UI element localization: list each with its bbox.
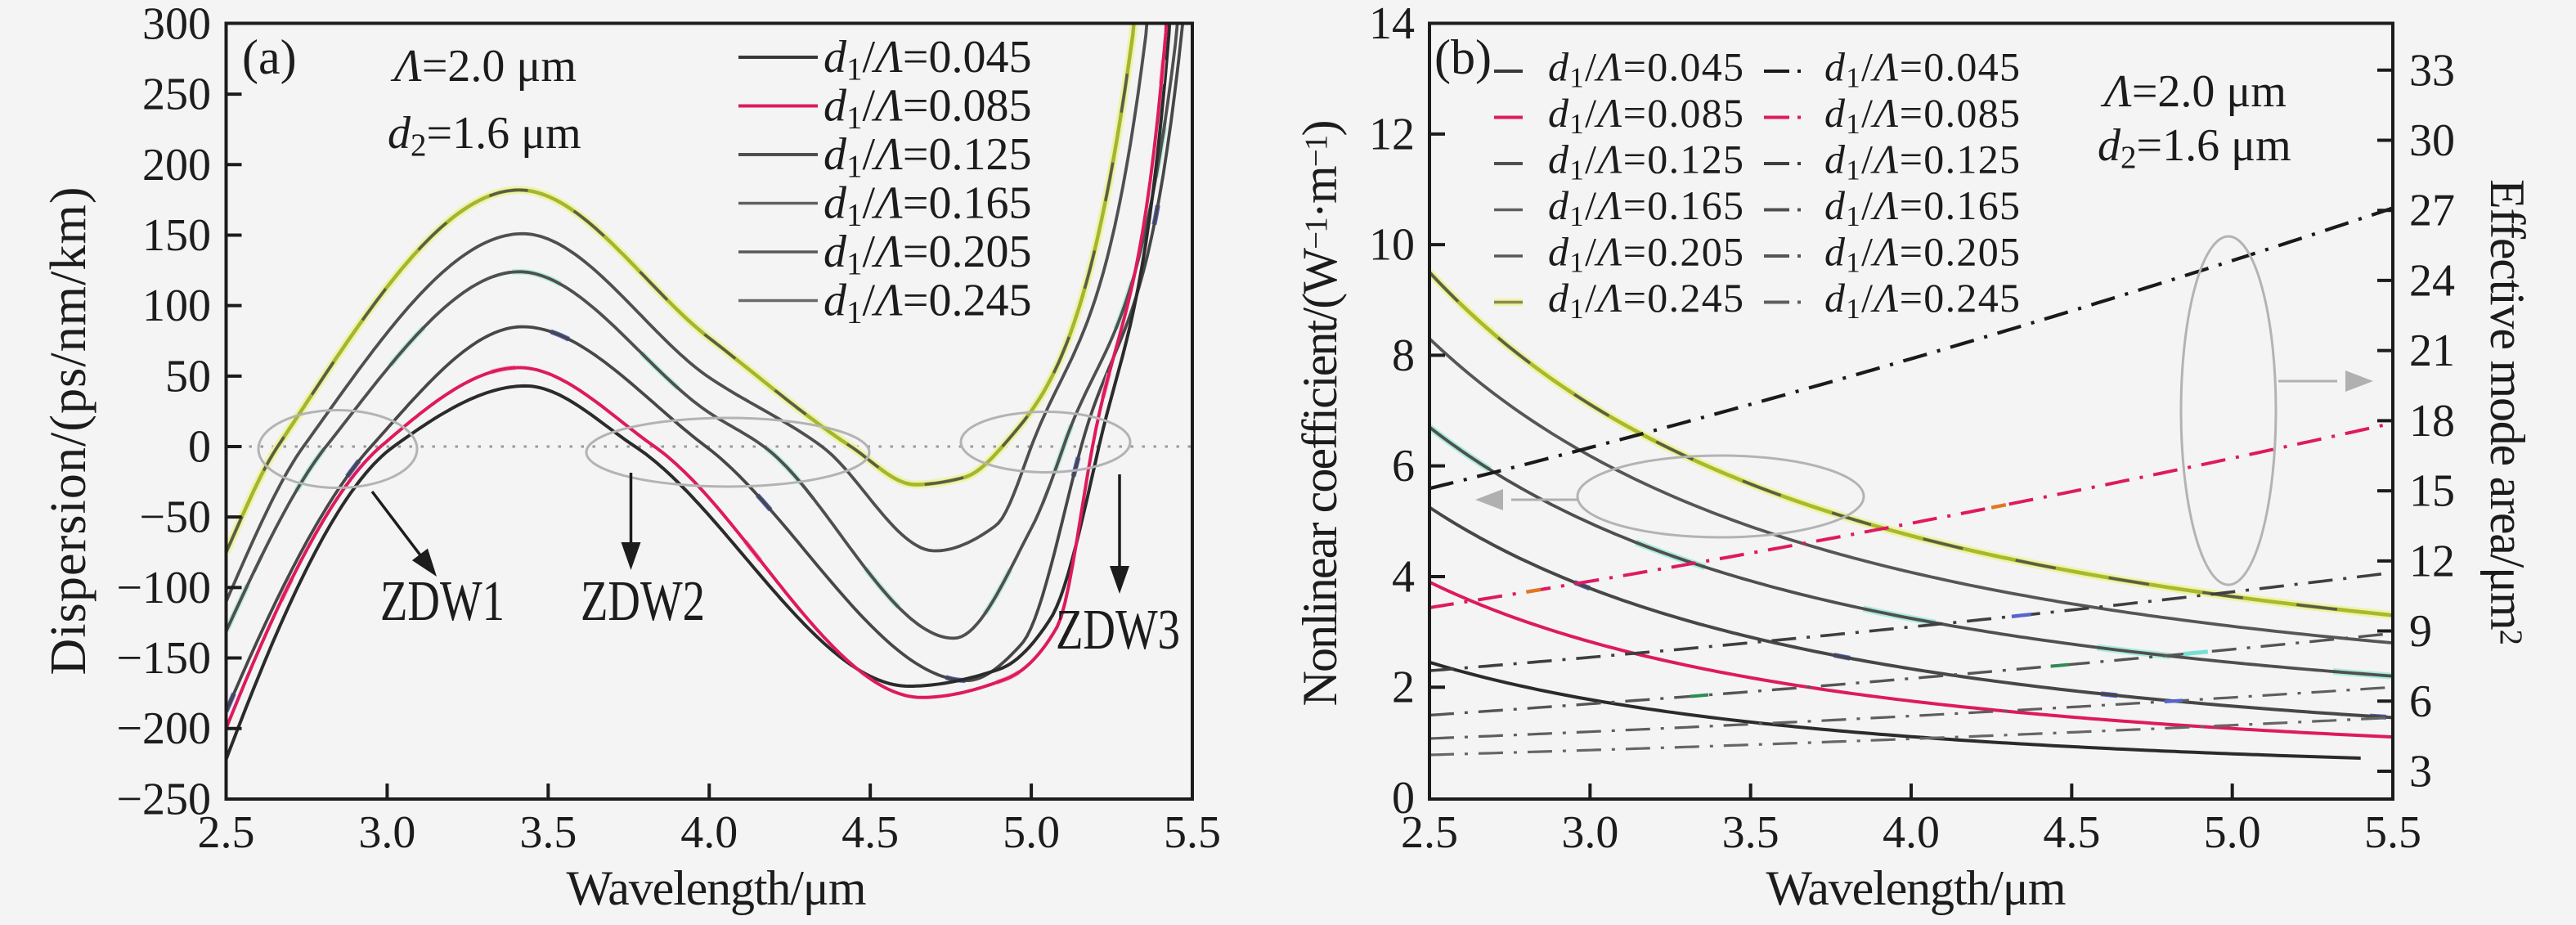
- svg-text:250: 250: [142, 70, 211, 120]
- svg-text:−100: −100: [116, 563, 211, 613]
- svg-text:3.5: 3.5: [1722, 807, 1779, 858]
- svg-text:14: 14: [1369, 0, 1415, 49]
- svg-text:Wavelength/μm: Wavelength/μm: [1766, 861, 2067, 915]
- svg-text:4: 4: [1392, 551, 1415, 602]
- svg-text:d1/Λ=0.045: d1/Λ=0.045: [824, 32, 1031, 87]
- svg-text:d1/Λ=0.245: d1/Λ=0.245: [1824, 275, 2020, 325]
- svg-text:27: 27: [2409, 186, 2455, 236]
- svg-text:4.0: 4.0: [680, 807, 738, 858]
- svg-text:Dispersion/(ps/nm/km): Dispersion/(ps/nm/km): [41, 187, 96, 676]
- svg-text:Wavelength/μm: Wavelength/μm: [567, 861, 867, 915]
- svg-text:6: 6: [1392, 441, 1415, 492]
- svg-text:15: 15: [2409, 466, 2455, 517]
- svg-text:24: 24: [2409, 255, 2455, 306]
- svg-text:150: 150: [142, 210, 211, 261]
- svg-text:100: 100: [142, 281, 211, 331]
- svg-text:Effective mode area/μm2: Effective mode area/μm2: [2480, 179, 2534, 645]
- svg-text:21: 21: [2409, 326, 2455, 376]
- svg-text:5.5: 5.5: [1164, 807, 1221, 858]
- svg-text:18: 18: [2409, 396, 2455, 447]
- svg-text:9: 9: [2409, 606, 2432, 657]
- svg-text:12: 12: [2409, 536, 2455, 586]
- svg-text:ZDW1: ZDW1: [380, 570, 505, 633]
- svg-text:3: 3: [2409, 747, 2432, 797]
- svg-text:6: 6: [2409, 676, 2432, 727]
- svg-text:5.0: 5.0: [1003, 807, 1060, 858]
- svg-text:200: 200: [142, 140, 211, 191]
- svg-text:0: 0: [188, 422, 211, 473]
- svg-text:50: 50: [165, 351, 211, 402]
- svg-text:(a): (a): [242, 30, 297, 84]
- svg-text:2: 2: [1392, 662, 1415, 713]
- svg-text:4.5: 4.5: [841, 807, 899, 858]
- svg-text:−150: −150: [116, 633, 211, 684]
- svg-text:2.5: 2.5: [198, 807, 255, 858]
- svg-text:30: 30: [2409, 115, 2455, 166]
- svg-text:4.0: 4.0: [1883, 807, 1940, 858]
- svg-text:5.0: 5.0: [2204, 807, 2261, 858]
- svg-text:0: 0: [1392, 773, 1415, 824]
- svg-text:3.0: 3.0: [358, 807, 415, 858]
- svg-text:Λ=2.0 μm: Λ=2.0 μm: [390, 41, 577, 92]
- svg-text:10: 10: [1369, 220, 1415, 271]
- svg-text:−200: −200: [116, 703, 211, 754]
- svg-text:Λ=2.0 μm: Λ=2.0 μm: [2100, 66, 2287, 117]
- svg-text:Nonlinear coefficient/(W−1·m−1: Nonlinear coefficient/(W−1·m−1): [1293, 120, 1347, 707]
- svg-text:5.5: 5.5: [2364, 807, 2421, 858]
- svg-text:d1/Λ=0.085: d1/Λ=0.085: [824, 81, 1031, 136]
- svg-text:3.0: 3.0: [1561, 807, 1618, 858]
- svg-text:2.5: 2.5: [1401, 807, 1458, 858]
- svg-text:8: 8: [1392, 330, 1415, 381]
- svg-text:d1/Λ=0.045: d1/Λ=0.045: [1824, 44, 2020, 94]
- svg-text:−250: −250: [116, 774, 211, 824]
- svg-text:(b): (b): [1434, 30, 1492, 84]
- svg-text:ZDW2: ZDW2: [581, 570, 705, 633]
- svg-text:d1/Λ=0.165: d1/Λ=0.165: [1548, 182, 1744, 232]
- svg-text:12: 12: [1369, 109, 1415, 159]
- svg-text:−50: −50: [139, 492, 211, 543]
- svg-text:4.5: 4.5: [2043, 807, 2100, 858]
- svg-text:3.5: 3.5: [519, 807, 577, 858]
- svg-text:33: 33: [2409, 45, 2455, 96]
- svg-text:d1/Λ=0.245: d1/Λ=0.245: [824, 276, 1031, 330]
- svg-text:ZDW3: ZDW3: [1056, 599, 1180, 662]
- svg-text:300: 300: [142, 0, 211, 49]
